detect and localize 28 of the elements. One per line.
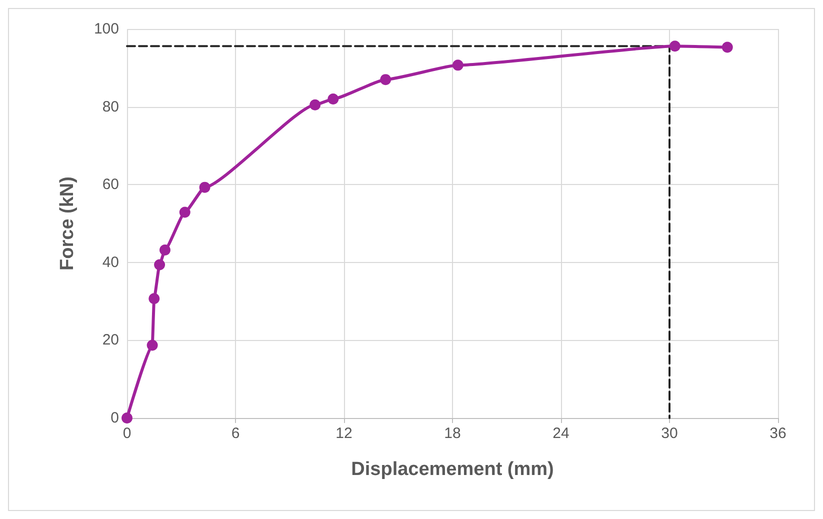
x-tick-label: 18: [444, 425, 461, 442]
point: [669, 40, 680, 52]
point: [122, 412, 132, 424]
point: [179, 206, 190, 218]
y-tick-label: 40: [102, 254, 119, 271]
point: [148, 293, 160, 304]
x-tick-label: 36: [770, 425, 786, 442]
x-axis-title: Displacemement (mm): [351, 459, 554, 480]
point: [146, 340, 158, 351]
point: [159, 244, 170, 256]
point: [199, 182, 210, 193]
point: [154, 259, 166, 270]
y-axis-title: Force (kN): [57, 176, 78, 270]
point: [310, 99, 321, 110]
y-tick-label: 80: [102, 98, 119, 116]
y-tick-label: 100: [94, 20, 119, 38]
y-tick-label: 60: [102, 176, 119, 194]
x-tick-label: 30: [661, 425, 678, 442]
y-tick-label: 0: [110, 410, 119, 426]
x-tick-label: 24: [552, 425, 570, 442]
x-tick-label: 0: [122, 425, 132, 442]
point: [380, 74, 392, 86]
x-tick-label: 12: [336, 425, 352, 442]
point: [328, 94, 339, 105]
y-tick-label: 20: [102, 332, 119, 349]
point: [452, 60, 464, 71]
point: [722, 42, 733, 53]
x-tick-label: 6: [231, 425, 240, 442]
